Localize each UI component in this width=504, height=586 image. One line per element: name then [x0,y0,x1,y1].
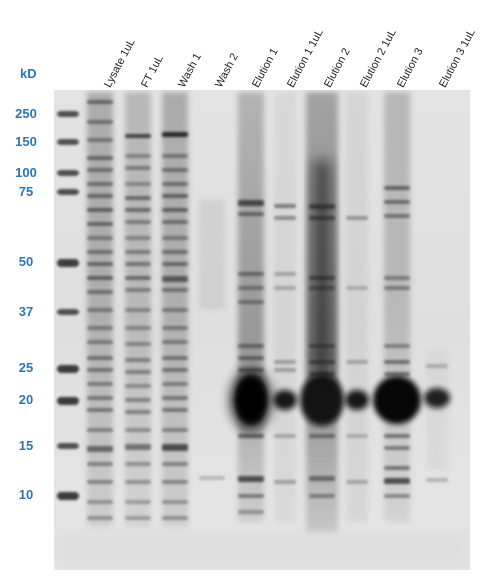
mw-label-75: 75 [18,184,34,199]
lane-label-1: Lysate 1uL [102,36,138,90]
mw-label-37: 37 [18,304,34,319]
mw-label-50: 50 [18,254,34,269]
mw-label-25: 25 [18,360,34,375]
lane-label-7: Elution 2 [322,46,353,90]
mw-label-150: 150 [15,134,37,149]
lane-label-8: Elution 2 1uL [358,27,399,90]
lane-label-6: Elution 1 1uL [285,27,326,90]
kd-unit-label: kD [20,66,37,81]
lane-label-4: Wash 2 [213,51,241,90]
mw-label-10: 10 [18,487,34,502]
mw-label-15: 15 [18,438,34,453]
mw-label-20: 20 [18,392,34,407]
lane-label-3: Wash 1 [176,51,204,90]
lane-label-10: Elution 3 1uL [437,27,478,90]
gel-image [54,90,470,570]
mw-label-250: 250 [15,106,37,121]
lane-label-9: Elution 3 [395,46,426,90]
lane-label-5: Elution 1 [250,46,281,90]
mw-label-100: 100 [15,165,37,180]
lane-label-2: FT 1uL [139,53,166,90]
gel-bands [54,92,470,570]
